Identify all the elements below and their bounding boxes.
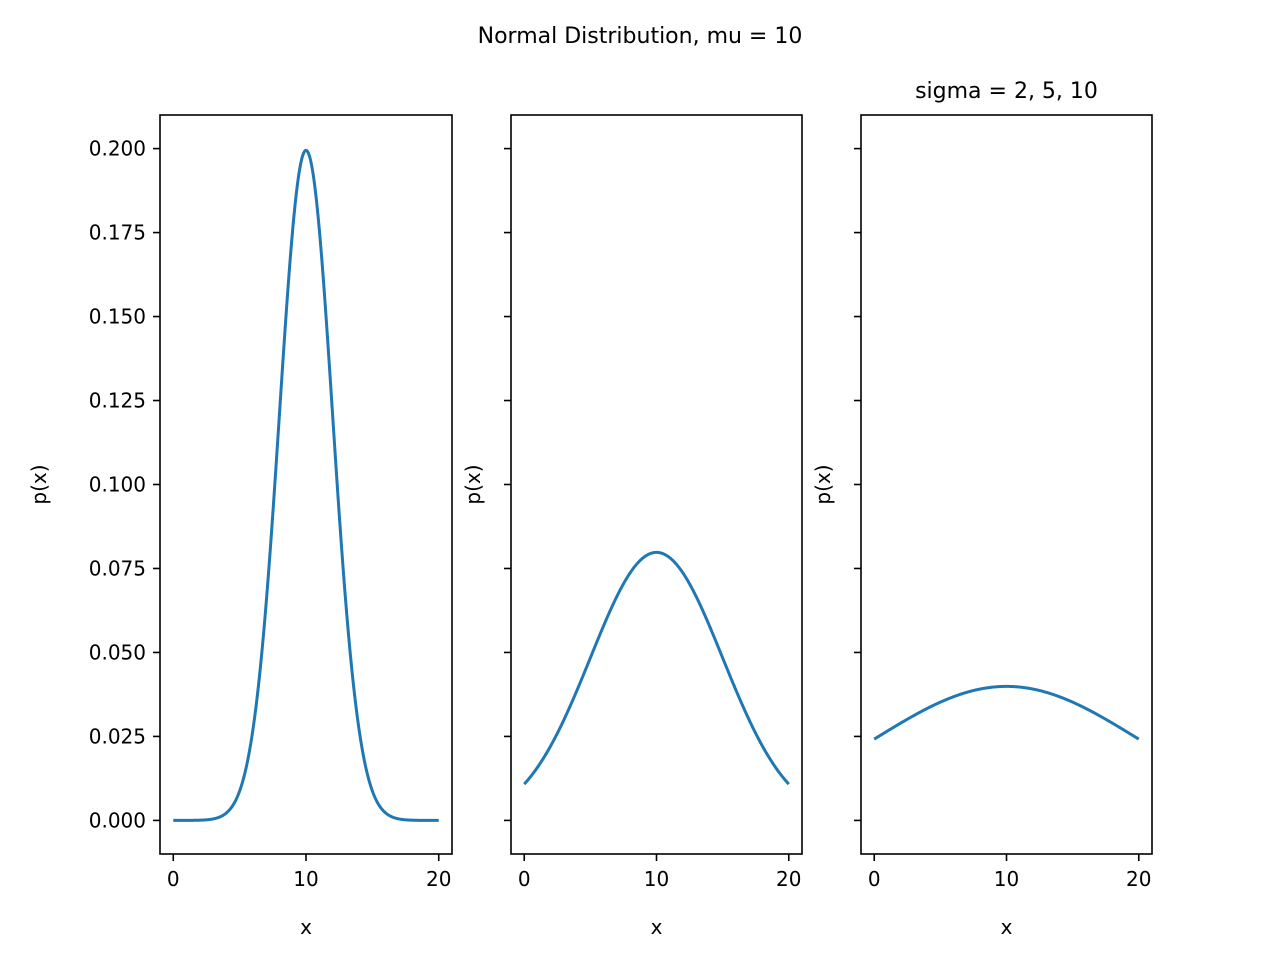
subplot-3: sigma = 2, 5, 10 0 10 20 x p(x) (811, 79, 1153, 939)
y-tick-label: 0.150 (89, 305, 146, 329)
x-tick-label: 20 (426, 867, 451, 891)
series-line (172, 148, 440, 822)
subplot-title: sigma = 2, 5, 10 (915, 79, 1098, 104)
x-tick-label: 20 (776, 867, 801, 891)
y-tick-label: 0.050 (89, 640, 146, 664)
x-axis-label: x (1001, 915, 1013, 939)
subplot-1: 0 10 20 0.000 0.025 0.050 0.075 0.100 0.125 0.150… (27, 114, 453, 939)
y-axis-label: p(x) (811, 464, 835, 504)
x-tick-label: 10 (644, 867, 669, 891)
x-tick-label: 10 (994, 867, 1019, 891)
subplots: 0 10 20 0.000 0.025 0.050 0.075 0.100 0.125 0.150… (27, 79, 1153, 939)
y-axis-label: p(x) (461, 464, 485, 504)
x-axis-label: x (300, 915, 312, 939)
y-tick-label: 0.075 (89, 556, 146, 580)
figure-suptitle: Normal Distribution, mu = 10 (478, 24, 803, 49)
subplot-2: 0 10 20 x p(x) (461, 114, 803, 939)
y-tick-label: 0.000 (89, 808, 146, 832)
x-tick-label: 10 (293, 867, 318, 891)
y-tick-label: 0.025 (89, 724, 146, 748)
x-tick-label: 0 (868, 867, 881, 891)
y-tick-label: 0.100 (89, 473, 146, 497)
y-tick-label: 0.200 (89, 137, 146, 161)
x-tick-label: 0 (167, 867, 180, 891)
y-tick-label: 0.175 (89, 221, 146, 245)
series-line (523, 550, 790, 786)
x-tick-label: 20 (1126, 867, 1151, 891)
y-tick-label: 0.125 (89, 389, 146, 413)
x-axis-label: x (651, 915, 663, 939)
y-axis-label: p(x) (27, 464, 51, 504)
series-line (873, 684, 1140, 741)
x-tick-label: 0 (518, 867, 531, 891)
